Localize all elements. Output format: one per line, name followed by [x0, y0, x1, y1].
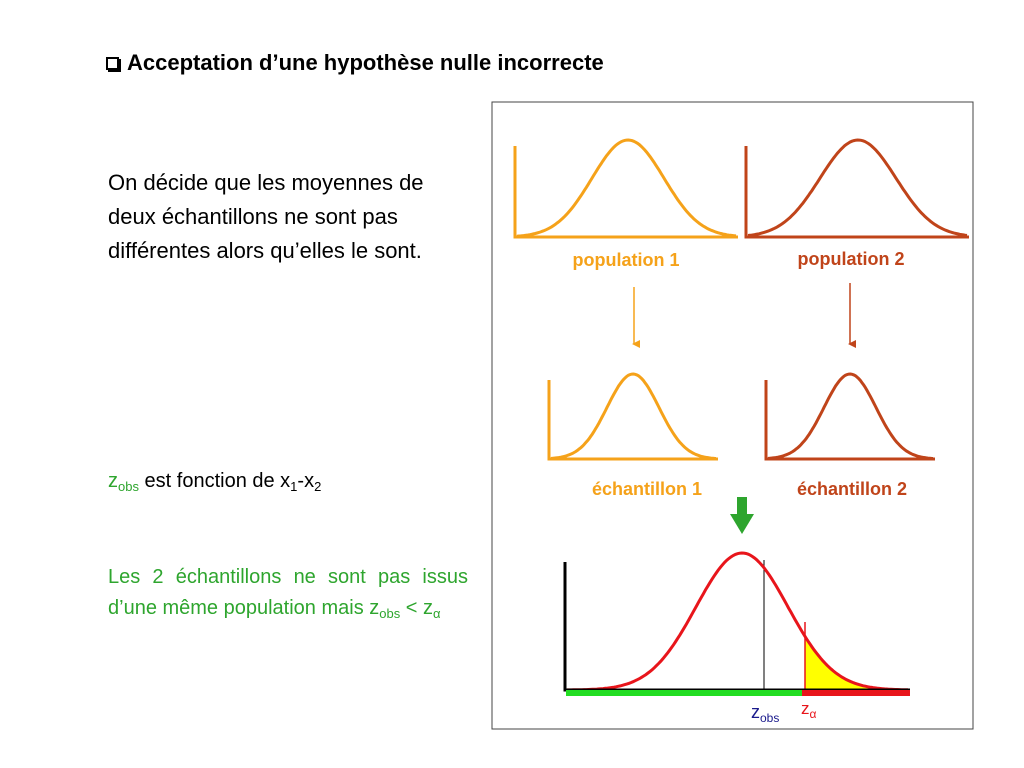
test-distribution-graph — [563, 551, 910, 696]
population-1-curve — [516, 138, 737, 238]
rejection-region-bar — [802, 690, 910, 696]
acceptance-region-bar — [566, 690, 802, 696]
population-2-axes — [744, 146, 969, 239]
slide-title: Acceptation d’une hypothèse nulle incorr… — [106, 50, 604, 76]
test-distribution-curve — [567, 551, 908, 692]
sample-2-curve — [767, 372, 934, 460]
sample-1-graph — [547, 372, 718, 461]
alpha-area — [805, 636, 870, 690]
population-1-graph — [513, 138, 738, 239]
test-distribution-axes — [563, 562, 910, 692]
conclusion-text: Les 2 échantillons ne sont pas issus d’u… — [108, 566, 468, 621]
slide-title-text: Acceptation d’une hypothèse nulle incorr… — [127, 50, 604, 75]
checkbox-bullet-icon — [106, 56, 119, 70]
zobs-function-text: zobs est fonction de x1-x2 — [108, 470, 322, 494]
z-alpha-label: zα — [801, 699, 817, 721]
sample-1-label: échantillon 1 — [592, 479, 702, 499]
sample-2-axes — [764, 380, 935, 461]
diagram-frame — [491, 101, 974, 730]
population-1-axes — [513, 146, 738, 239]
sample-2-graph — [764, 372, 935, 461]
population-1-label: population 1 — [573, 250, 680, 270]
sample-2-label: échantillon 2 — [797, 479, 907, 499]
population-2-graph — [744, 138, 969, 239]
z-obs-label: zobs — [751, 702, 779, 725]
sample-1-axes — [547, 380, 718, 461]
population-2-label: population 2 — [798, 249, 905, 269]
intro-text: On décide que les moyennes de deux échan… — [108, 170, 424, 263]
population-2-curve — [747, 138, 968, 237]
down-arrow-icon — [730, 497, 754, 534]
sample-1-curve — [550, 372, 717, 460]
